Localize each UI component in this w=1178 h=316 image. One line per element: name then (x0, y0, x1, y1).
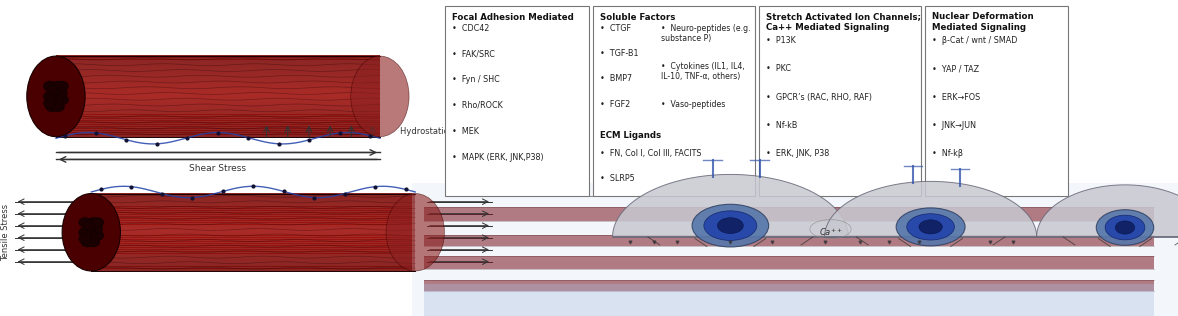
Ellipse shape (91, 230, 104, 240)
Text: •  Vaso-peptides: • Vaso-peptides (661, 100, 726, 108)
Ellipse shape (907, 214, 954, 240)
Ellipse shape (79, 217, 92, 228)
Bar (593, 6, 755, 196)
Text: •  Neuro-peptides (e.g.
substance P): • Neuro-peptides (e.g. substance P) (661, 24, 750, 43)
Bar (424, 280, 1154, 291)
Text: •  TGF-B1: • TGF-B1 (600, 49, 638, 58)
Text: •  CTGF: • CTGF (600, 24, 630, 33)
Text: •  Cytokines (IL1, IL4,
IL-10, TNF-α, others): • Cytokines (IL1, IL4, IL-10, TNF-α, oth… (661, 62, 744, 81)
Text: Hydrostatic Stress: Hydrostatic Stress (399, 127, 476, 137)
Ellipse shape (44, 81, 57, 91)
Ellipse shape (704, 211, 756, 240)
Text: Nuclear Deformation
Mediated Signaling: Nuclear Deformation Mediated Signaling (932, 12, 1033, 32)
Text: Tensile Stress: Tensile Stress (1, 204, 11, 261)
Ellipse shape (55, 81, 68, 91)
Bar (424, 207, 1154, 221)
Bar (445, 6, 589, 196)
Ellipse shape (85, 230, 98, 240)
Text: •  ERK→FOS: • ERK→FOS (932, 93, 980, 102)
Text: •  Fyn / SHC: • Fyn / SHC (452, 75, 501, 84)
Bar (91, 193, 415, 271)
Bar (412, 183, 1178, 316)
Ellipse shape (82, 227, 95, 237)
Ellipse shape (55, 94, 68, 105)
Ellipse shape (693, 204, 768, 247)
Text: Focal Adhesion Mediated: Focal Adhesion Mediated (452, 13, 574, 21)
Polygon shape (1037, 185, 1178, 237)
Ellipse shape (91, 217, 104, 228)
Text: •  Nf-kβ: • Nf-kβ (932, 149, 962, 158)
Text: •  GPCR’s (RAC, RHO, RAF): • GPCR’s (RAC, RHO, RAF) (766, 93, 872, 102)
Ellipse shape (1116, 221, 1134, 234)
Ellipse shape (82, 221, 95, 231)
Ellipse shape (81, 237, 93, 247)
Ellipse shape (90, 224, 102, 234)
Ellipse shape (87, 237, 100, 247)
Text: Ca$^{++}$: Ca$^{++}$ (819, 226, 842, 238)
Text: •  PKC: • PKC (766, 64, 790, 74)
Ellipse shape (49, 94, 62, 105)
Ellipse shape (79, 234, 92, 244)
Ellipse shape (47, 91, 60, 102)
Ellipse shape (896, 208, 965, 246)
Ellipse shape (87, 217, 100, 228)
Ellipse shape (79, 227, 92, 237)
Ellipse shape (386, 193, 444, 271)
Text: •  ERK, JNK, P38: • ERK, JNK, P38 (766, 149, 829, 158)
Ellipse shape (27, 56, 85, 137)
Ellipse shape (62, 193, 120, 271)
Bar (55, 56, 379, 137)
Ellipse shape (52, 101, 65, 112)
Bar (424, 235, 1154, 246)
Ellipse shape (44, 98, 57, 108)
Ellipse shape (44, 91, 57, 102)
Text: •  BMP7: • BMP7 (600, 74, 631, 83)
Text: •  FGF2: • FGF2 (600, 100, 630, 108)
Ellipse shape (919, 220, 942, 234)
Text: •  SLRP5: • SLRP5 (600, 174, 634, 183)
Text: Shear Stress: Shear Stress (190, 164, 246, 173)
Ellipse shape (1105, 215, 1145, 240)
Text: •  P13K: • P13K (766, 36, 795, 45)
Ellipse shape (1097, 210, 1153, 245)
Ellipse shape (54, 88, 67, 98)
Text: Stretch Activated Ion Channels;
Ca++ Mediated Signaling: Stretch Activated Ion Channels; Ca++ Med… (766, 12, 921, 32)
Text: •  JNK→JUN: • JNK→JUN (932, 121, 975, 130)
Bar (424, 256, 1154, 269)
Polygon shape (825, 181, 1037, 237)
Ellipse shape (717, 218, 743, 234)
Polygon shape (613, 174, 848, 237)
Text: •  YAP / TAZ: • YAP / TAZ (932, 64, 979, 74)
Text: •  Rho/ROCK: • Rho/ROCK (452, 101, 503, 110)
Bar (759, 6, 921, 196)
Bar (925, 6, 1068, 196)
Text: •  Nf-kB: • Nf-kB (766, 121, 798, 130)
Text: •  FAK/SRC: • FAK/SRC (452, 50, 495, 58)
Text: •  MEK: • MEK (452, 127, 479, 136)
Text: ECM Ligands: ECM Ligands (600, 131, 661, 140)
Ellipse shape (47, 84, 60, 95)
Text: •  CDC42: • CDC42 (452, 24, 490, 33)
Ellipse shape (351, 56, 409, 137)
Ellipse shape (46, 101, 58, 112)
Bar (424, 284, 1154, 316)
Text: •  MAPK (ERK, JNK,P38): • MAPK (ERK, JNK,P38) (452, 153, 544, 161)
Text: •  FN, Col I, Col III, FACITS: • FN, Col I, Col III, FACITS (600, 149, 701, 157)
Text: •  β-Cat / wnt / SMAD: • β-Cat / wnt / SMAD (932, 36, 1017, 45)
Text: Soluble Factors: Soluble Factors (600, 13, 675, 21)
Ellipse shape (52, 81, 65, 91)
